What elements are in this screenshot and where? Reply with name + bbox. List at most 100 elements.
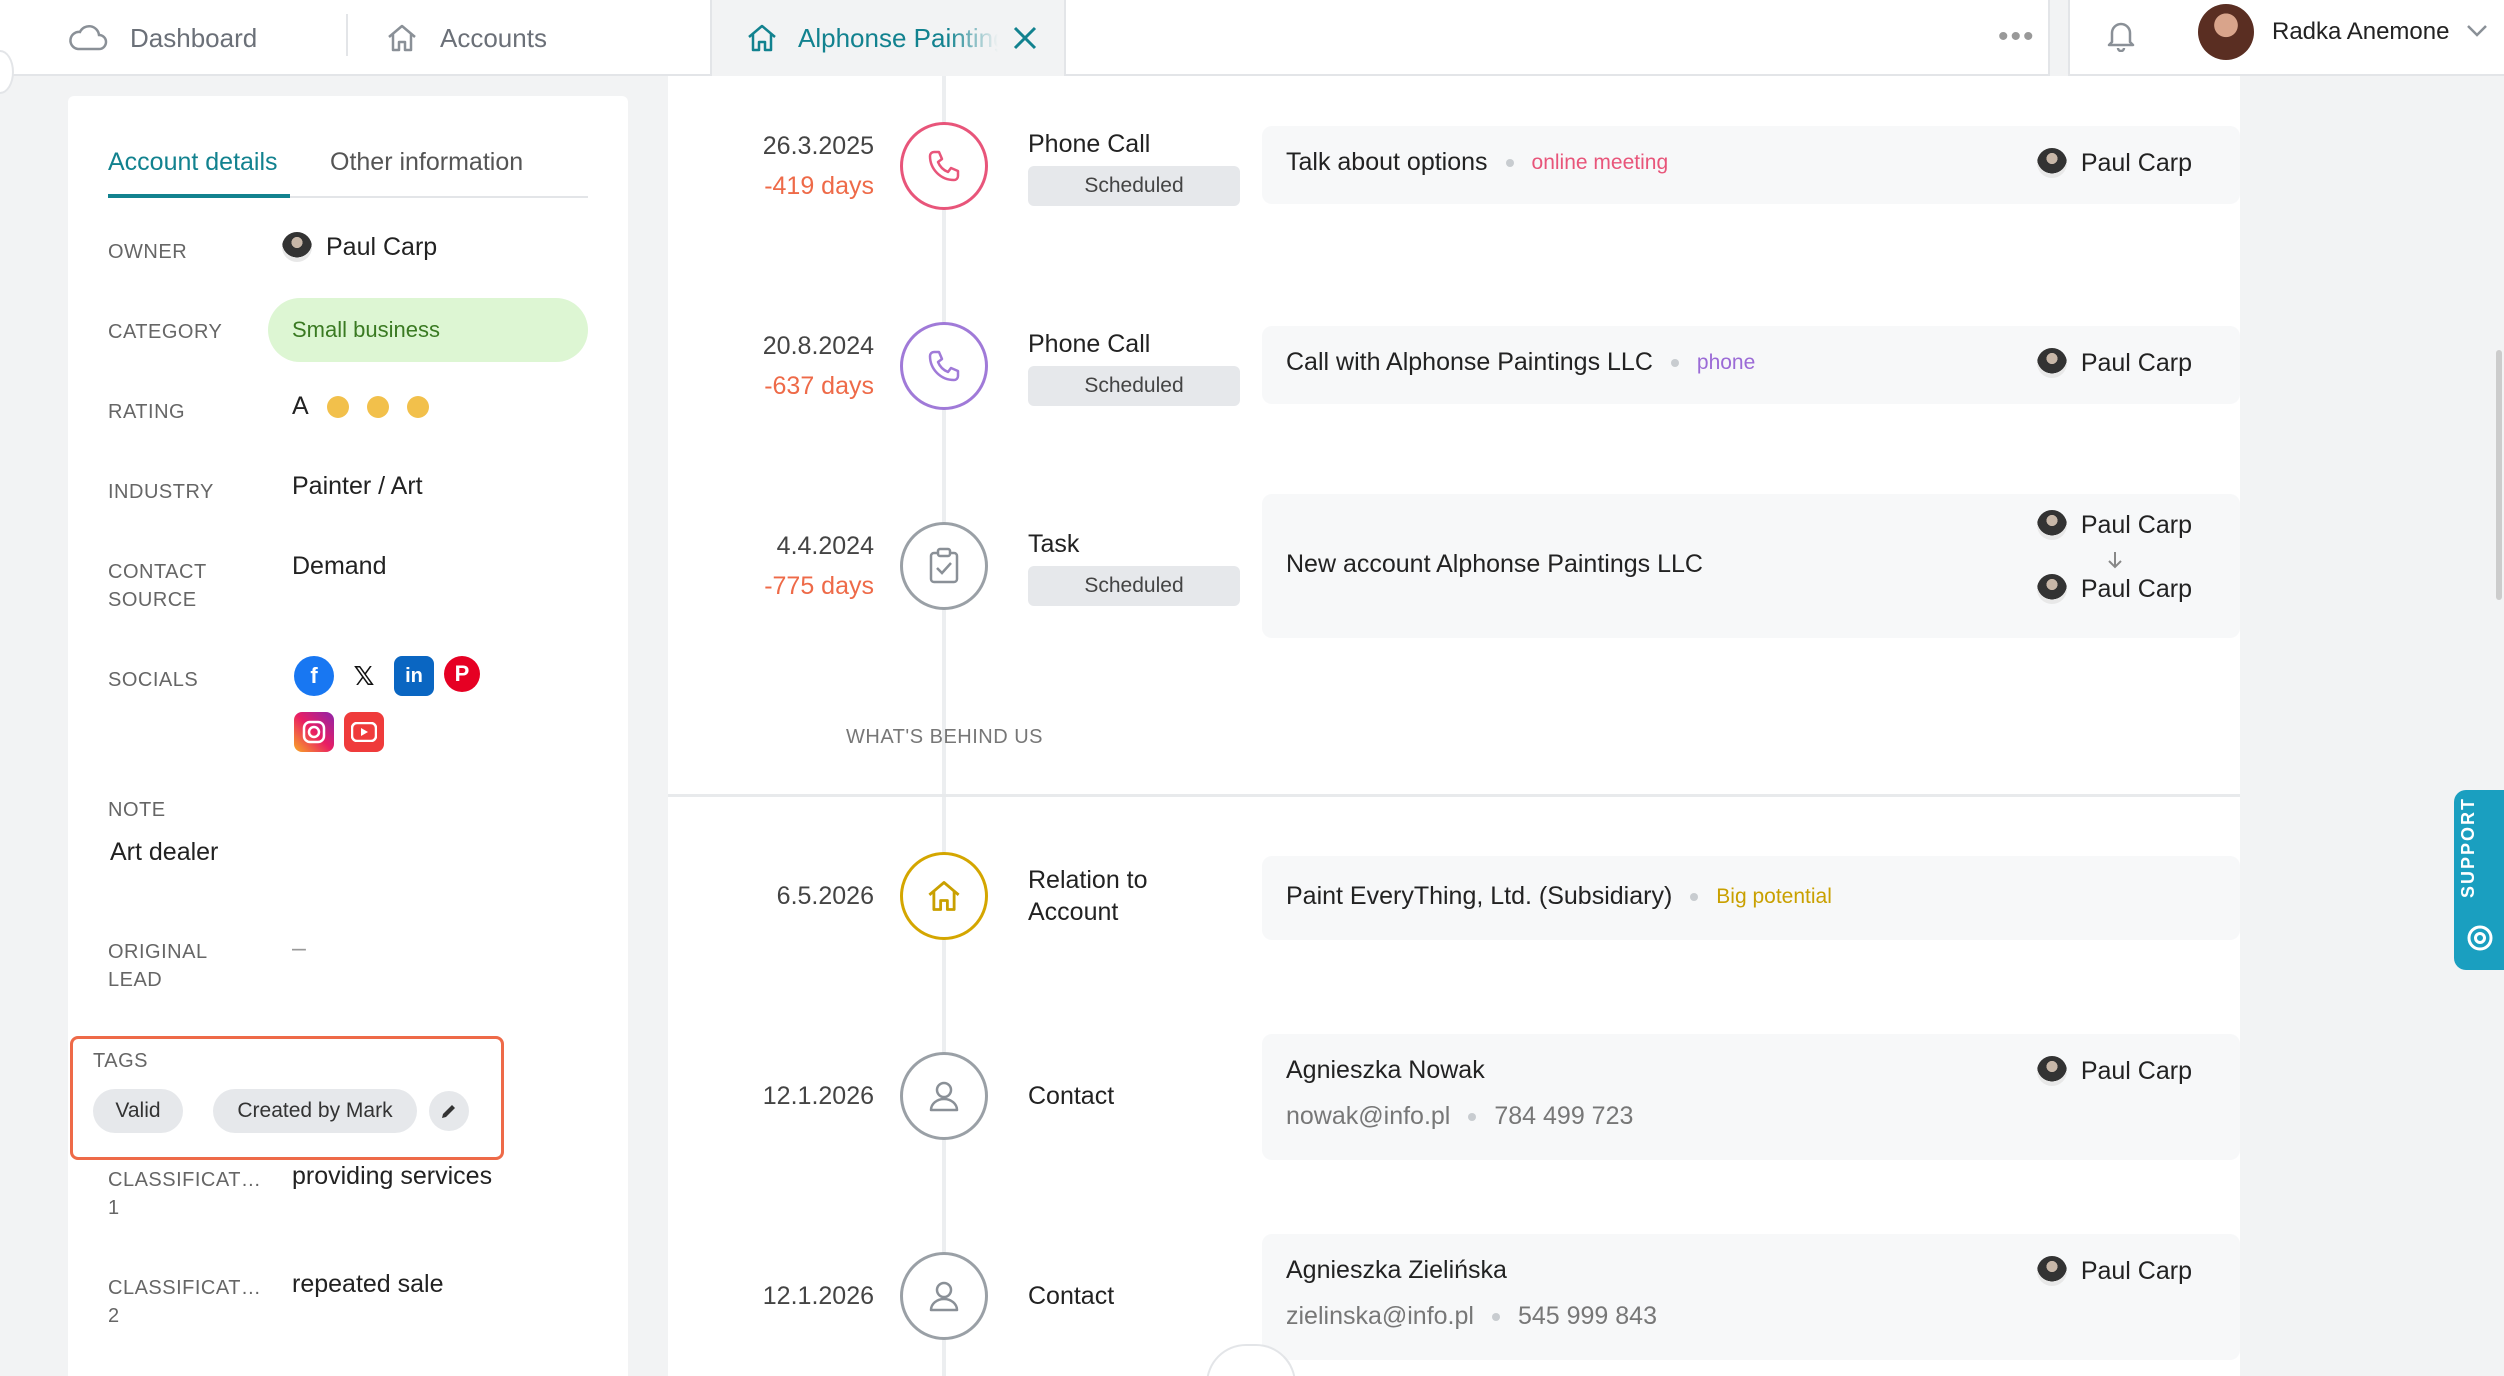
classification2-label-line2: 2 <box>108 1305 120 1327</box>
instagram-icon[interactable] <box>294 712 334 752</box>
assignee-avatar <box>2036 1256 2067 1286</box>
linkedin-icon[interactable]: in <box>394 656 434 696</box>
separator-dot <box>1468 1112 1477 1121</box>
instagram-glyph <box>302 720 326 744</box>
assignee-name: Paul Carp <box>2080 574 2192 603</box>
relative-days: -419 days <box>764 172 874 200</box>
assignee: Paul Carp <box>2036 348 2192 378</box>
owner-name: Paul Carp <box>326 232 438 261</box>
contact-card[interactable]: Agnieszka Nowak nowak@info.pl 784 499 72… <box>1262 1034 2240 1160</box>
assignee-avatar <box>2036 348 2067 378</box>
rating-value: A <box>292 392 429 421</box>
activity-title: Talk about options online meeting <box>1286 148 1668 177</box>
activity-type: Contact <box>1028 1082 1115 1110</box>
assignee: Paul Carp <box>2036 1056 2192 1086</box>
assignee-name: Paul Carp <box>2080 1256 2192 1285</box>
tab-accounts-label: Accounts <box>440 22 547 53</box>
scrollbar[interactable] <box>2496 350 2502 600</box>
tab-active-label: Alphonse Paintings LLC <box>798 22 998 53</box>
clipboard-check-icon <box>929 547 959 584</box>
assignee-avatar <box>2036 148 2067 178</box>
tab-account-details[interactable]: Account details <box>108 148 290 198</box>
home-icon <box>928 881 960 911</box>
timeline-date: 20.8.2024 -637 days <box>668 326 874 406</box>
support-button[interactable]: SUPPORT <box>2454 790 2504 970</box>
tab-other-information[interactable]: Other information <box>330 148 524 176</box>
contact-email[interactable]: nowak@info.pl <box>1286 1102 1451 1130</box>
activity-type-line1: Relation to <box>1028 866 1148 894</box>
contact-phone[interactable]: 784 499 723 <box>1494 1102 1634 1130</box>
support-label: SUPPORT <box>2458 796 2478 898</box>
contact-source-value: Demand <box>292 552 387 580</box>
original-lead-label: ORIGINAL LEAD <box>108 938 208 994</box>
person-icon <box>929 1081 959 1112</box>
home-icon <box>748 24 776 52</box>
pinterest-icon[interactable]: P <box>444 656 480 692</box>
separator-dot <box>1505 158 1514 167</box>
youtube-glyph <box>351 722 377 742</box>
more-options-button[interactable]: ••• <box>1998 20 2036 53</box>
phone-call-marker <box>900 122 988 210</box>
rating-dot <box>406 395 429 418</box>
assignee-name: Paul Carp <box>2080 148 2192 177</box>
bell-icon[interactable] <box>2106 18 2136 52</box>
industry-value: Painter / Art <box>292 472 423 500</box>
status-badge: Scheduled <box>1028 366 1240 406</box>
separator-dot <box>1491 1312 1500 1321</box>
relation-subtype: Big potential <box>1716 884 1832 908</box>
contact-source-label: CONTACT SOURCE <box>108 558 207 614</box>
timeline-date: 6.5.2026 <box>776 882 874 910</box>
section-divider <box>668 794 2240 797</box>
account-details-panel: Account details Other information OWNER … <box>68 96 628 1376</box>
activity-type: Contact <box>1028 1282 1115 1310</box>
tag-created-by-mark[interactable]: Created by Mark <box>213 1089 417 1133</box>
owner-value[interactable]: Paul Carp <box>282 232 437 262</box>
relation-marker <box>900 852 988 940</box>
contact-marker <box>900 1052 988 1140</box>
activity-type: Phone Call <box>1028 130 1151 158</box>
edit-tags-button[interactable] <box>429 1091 469 1131</box>
status-badge: Scheduled <box>1028 166 1240 206</box>
date-text: 20.8.2024 <box>762 332 874 360</box>
original-lead-label-line2: LEAD <box>108 969 163 991</box>
timeline-panel: 26.3.2025 -419 days Phone Call Scheduled… <box>668 76 2240 1376</box>
classification2-label: CLASSIFICAT… 2 <box>108 1274 261 1330</box>
relation-title-text: Paint EveryThing, Ltd. (Subsidiary) <box>1286 882 1673 910</box>
relation-card[interactable]: Paint EveryThing, Ltd. (Subsidiary) Big … <box>1262 856 2240 940</box>
rating-dot <box>326 395 349 418</box>
category-badge: Small business <box>268 298 588 362</box>
detail-tabs: Account details Other information <box>108 148 588 198</box>
facebook-icon[interactable]: f <box>294 656 334 696</box>
tab-divider <box>346 14 348 56</box>
owner-label: OWNER <box>108 241 188 263</box>
industry-label: INDUSTRY <box>108 481 214 503</box>
owner-avatar <box>282 232 312 262</box>
contact-phone[interactable]: 545 999 843 <box>1517 1302 1657 1330</box>
activity-card[interactable]: New account Alphonse Paintings LLC Paul … <box>1262 494 2240 638</box>
chevron-down-icon[interactable] <box>2466 24 2488 38</box>
contact-card[interactable]: Agnieszka Zielińska zielinska@info.pl 54… <box>1262 1234 2240 1360</box>
category-label: CATEGORY <box>108 321 223 343</box>
user-avatar[interactable] <box>2198 4 2254 60</box>
person-icon <box>929 1281 959 1312</box>
tags-section: TAGS Valid Created by Mark <box>70 1036 504 1160</box>
relative-days: -775 days <box>764 572 874 600</box>
activity-card[interactable]: Talk about options online meeting Paul C… <box>1262 126 2240 204</box>
assignee-from: Paul Carp <box>2036 510 2192 540</box>
phone-call-marker <box>900 322 988 410</box>
close-icon[interactable] <box>1012 25 1038 51</box>
user-name[interactable]: Radka Anemone <box>2272 18 2450 45</box>
x-icon[interactable]: 𝕏 <box>353 660 375 691</box>
classification1-value: providing services <box>292 1162 493 1190</box>
tag-valid[interactable]: Valid <box>93 1089 183 1133</box>
tab-dashboard[interactable]: Dashboard <box>68 0 257 76</box>
tab-dashboard-label: Dashboard <box>130 22 258 53</box>
activity-card[interactable]: Call with Alphonse Paintings LLC phone P… <box>1262 326 2240 404</box>
contact-email[interactable]: zielinska@info.pl <box>1286 1302 1474 1330</box>
youtube-icon[interactable] <box>344 712 384 752</box>
tab-alphonse-paintings[interactable]: Alphonse Paintings LLC <box>710 0 1066 76</box>
activity-subtype: phone <box>1696 350 1756 374</box>
assignee: Paul Carp <box>2036 1256 2192 1286</box>
tab-accounts[interactable]: Accounts <box>386 0 547 76</box>
activity-type: Relation to Account <box>1028 864 1148 928</box>
